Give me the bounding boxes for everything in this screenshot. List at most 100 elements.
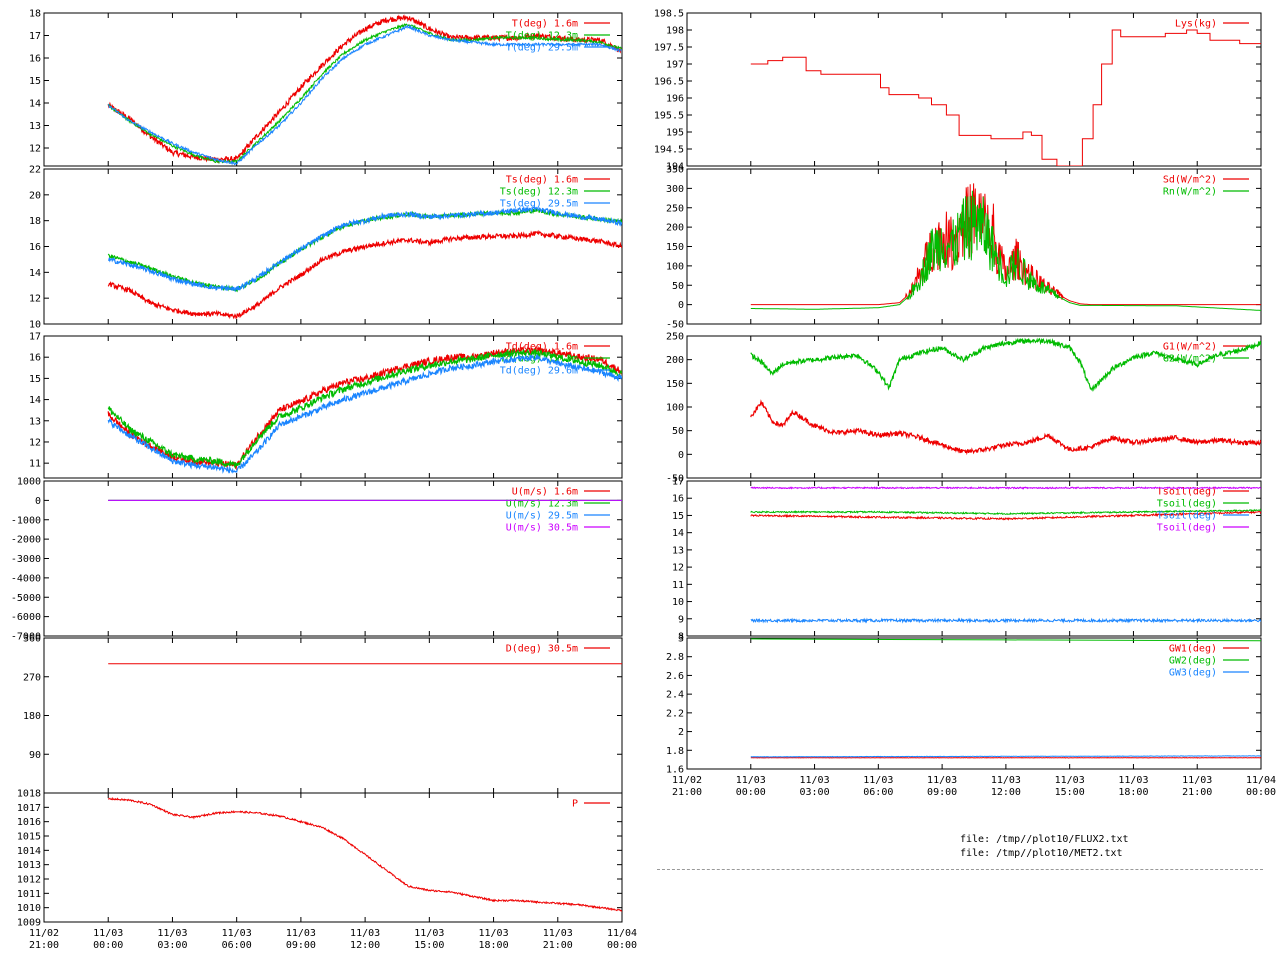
series-line-soil-temperature-2: [750, 617, 1261, 624]
series-line-soil-temperature-1: [750, 508, 1261, 516]
y-tick-label: 3: [678, 634, 684, 645]
x-tick-label-time: 03:00: [800, 787, 830, 798]
y-tick-label: -50: [666, 320, 684, 331]
series-line-soil-heat-flux-0: [750, 399, 1261, 456]
file-line-met: file: /tmp//plot10/MET2.txt: [960, 848, 1123, 859]
y-tick-label: 16: [672, 494, 684, 505]
series-line-soil-temperature-3: [750, 486, 1261, 490]
y-tick-label: 150: [666, 242, 684, 253]
x-tick-label-time: 21:00: [29, 940, 59, 951]
y-tick-label: 16: [29, 54, 41, 65]
x-tick-label-date: 11/03: [222, 928, 252, 939]
y-tick-label: 11: [29, 459, 41, 470]
y-tick-label: 0: [35, 496, 41, 507]
x-tick-label-date: 11/03: [286, 928, 316, 939]
chart-groundwater: 1.61.822.22.42.62.8311/0221:0011/0300:00…: [666, 634, 1276, 799]
plot-frame: [686, 480, 1262, 637]
series-line-radiation-0: [750, 183, 1261, 306]
x-tick-label-time: 12:00: [991, 787, 1021, 798]
y-tick-label: 350: [666, 165, 684, 176]
x-tick-label-date: 11/03: [93, 928, 123, 939]
x-tick-label-time: 06:00: [222, 940, 252, 951]
chart-wind-direction: 90 180 270 360 D(deg) 30.5m: [23, 634, 623, 794]
y-tick-label: 17: [672, 477, 684, 488]
plot-frame: [43, 12, 623, 167]
y-tick-label: 198: [666, 26, 684, 37]
series-line-groundwater-1: [750, 638, 1261, 642]
y-tick-label: 16: [29, 242, 41, 253]
y-tick-label: 15: [672, 511, 684, 522]
y-tick-label: 270: [23, 672, 41, 683]
y-tick-label: 194.5: [654, 145, 684, 156]
series-line-soil-heat-flux-1: [750, 337, 1261, 392]
y-tick-label: 1016: [17, 817, 41, 828]
y-tick-label: 196.5: [654, 77, 684, 88]
y-tick-label: 2.2: [666, 708, 684, 719]
y-tick-label: 100: [666, 403, 684, 414]
y-tick-label: 15: [29, 76, 41, 87]
chart-wind-speed: -7000 -6000 -5000 -4000 -3000 -2000 -1000 0 1000…: [11, 477, 623, 643]
series-line-air-temperature-2: [107, 24, 622, 166]
y-tick-label: 1017: [17, 803, 41, 814]
y-tick-label: 1018: [17, 789, 41, 800]
plot-frame: [43, 335, 623, 479]
legend-label: T(deg) 1.6m: [512, 19, 578, 30]
x-tick-label-date: 11/03: [479, 928, 509, 939]
y-tick-label: 15: [29, 374, 41, 385]
y-tick-label: 14: [29, 268, 41, 279]
y-tick-label: 10: [672, 597, 684, 608]
y-tick-label: -3000: [11, 554, 41, 565]
legend-label: U(m/s) 30.5m: [506, 523, 578, 534]
series-line-soil-temperature-0: [750, 509, 1261, 521]
y-tick-label: 200: [666, 223, 684, 234]
y-tick-label: 9: [678, 614, 684, 625]
chart-air-temperature: 12 13 14 15 16 17 18 T(deg) 1.6mT(deg) 12.3mT(d…: [29, 9, 623, 167]
series-line-air-temperature-1: [107, 23, 622, 165]
y-tick-label: 1013: [17, 860, 41, 871]
x-tick-label-time: 15:00: [1055, 787, 1085, 798]
y-tick-label: -5000: [11, 593, 41, 604]
series-line-sonic-temperature-2: [108, 205, 622, 293]
x-tick-label-time: 18:00: [479, 940, 509, 951]
y-tick-label: 250: [666, 332, 684, 343]
series-line-dew-point-1: [107, 348, 622, 470]
x-tick-label-date: 11/03: [1055, 775, 1085, 786]
x-tick-label-date: 11/02: [29, 928, 59, 939]
x-tick-label-date: 11/03: [543, 928, 573, 939]
x-tick-label-time: 09:00: [286, 940, 316, 951]
y-tick-label: 2.6: [666, 671, 684, 682]
x-tick-label-date: 11/03: [736, 775, 766, 786]
y-tick-label: 8: [678, 632, 684, 643]
y-tick-label: 197.5: [654, 43, 684, 54]
chart-soil-heat-flux: -50 0 50 100 150 200 250 G1(W/m^2)G2(W/m^2): [666, 332, 1262, 485]
y-tick-label: 198.5: [654, 9, 684, 20]
legend-label: Ts(deg) 29.5m: [500, 199, 578, 210]
legend-label: Tsoil(deg): [1157, 511, 1217, 522]
x-tick-label-date: 11/03: [1182, 775, 1212, 786]
series-line-lysimeter-0: [750, 29, 1261, 166]
x-tick-label-time: 12:00: [350, 940, 380, 951]
y-tick-label: 1010: [17, 903, 41, 914]
y-tick-label: 11: [672, 580, 684, 591]
y-tick-label: -1000: [11, 515, 41, 526]
y-tick-label: 0: [678, 450, 684, 461]
y-tick-label: 12: [672, 563, 684, 574]
legend-label: Rn(W/m^2): [1163, 187, 1217, 198]
y-tick-label: 12: [29, 144, 41, 155]
y-tick-label: 194: [666, 162, 684, 173]
y-tick-label: 14: [29, 395, 41, 406]
y-tick-label: 13: [29, 416, 41, 427]
y-tick-label: 200: [666, 355, 684, 366]
legend-label: U(m/s) 29.5m: [506, 511, 578, 522]
legend-label: GW1(deg): [1169, 644, 1217, 655]
x-tick-label-date: 11/04: [1246, 775, 1276, 786]
series-line-sonic-temperature-0: [107, 229, 622, 320]
legend-label: P: [572, 799, 578, 810]
y-tick-label: 18: [29, 9, 41, 20]
legend-label: Tsoil(deg): [1157, 523, 1217, 534]
x-tick-label-time: 06:00: [863, 787, 893, 798]
legend-label: G2(W/m^2): [1163, 354, 1217, 365]
y-tick-label: 2: [678, 727, 684, 738]
chart-soil-temperature: 891011121314151617Tsoil(deg)Tsoil(deg)Ts…: [672, 477, 1262, 643]
